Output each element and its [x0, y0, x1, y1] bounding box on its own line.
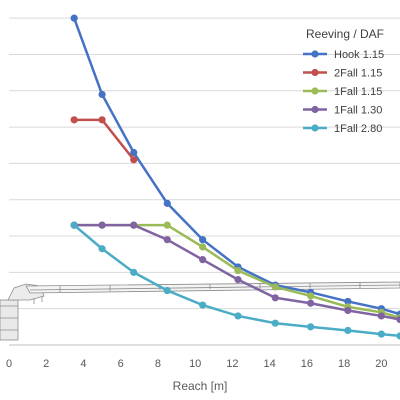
legend-item: Hook 1.15 [303, 49, 384, 61]
data-point [98, 245, 106, 253]
legend-label: 1Fall 1.15 [334, 86, 382, 98]
data-point [234, 276, 242, 284]
legend-label: Hook 1.15 [334, 49, 384, 61]
legend-item: 1Fall 2.80 [303, 123, 382, 135]
data-point [130, 156, 138, 164]
data-point [307, 299, 315, 307]
data-point [377, 312, 385, 320]
x-tick-label: 16 [301, 358, 313, 370]
x-tick-label: 4 [80, 358, 86, 370]
data-point [163, 221, 171, 229]
series [70, 116, 138, 164]
legend-item: 1Fall 1.15 [303, 86, 382, 98]
data-point [70, 221, 78, 229]
data-point [377, 330, 385, 338]
legend-marker [311, 87, 319, 95]
data-point [396, 332, 400, 340]
data-point [199, 256, 207, 264]
x-axis-title: Reach [m] [173, 379, 228, 393]
data-point [307, 292, 315, 300]
legend-item: 1Fall 1.30 [303, 105, 382, 117]
legend-item: 2Fall 1.15 [303, 68, 382, 80]
legend-label: 2Fall 1.15 [334, 68, 382, 80]
legend-label: 1Fall 2.80 [334, 123, 382, 135]
legend-marker [311, 105, 319, 114]
x-tick-label: 10 [189, 358, 201, 370]
data-point [130, 268, 138, 276]
series-group [70, 14, 400, 340]
data-point [199, 301, 207, 309]
data-point [163, 286, 171, 295]
legend-label: 1Fall 1.30 [334, 105, 382, 117]
data-point [98, 90, 106, 99]
data-point [344, 306, 352, 315]
data-point [163, 236, 171, 244]
series [70, 221, 400, 340]
x-tick-label: 8 [155, 358, 161, 370]
data-point [271, 294, 279, 302]
data-point [130, 148, 138, 157]
data-point [163, 199, 171, 207]
data-point [234, 266, 242, 275]
data-point [234, 312, 242, 320]
series-line [74, 118, 135, 161]
data-point [130, 221, 138, 229]
data-point [98, 116, 106, 124]
x-tick-label: 20 [375, 358, 387, 370]
data-point [98, 221, 106, 229]
x-tick-label: 6 [118, 358, 124, 370]
x-tick-labels: 0 2 4 6 8 10 12 14 16 18 20 [6, 358, 388, 370]
data-point [307, 323, 315, 331]
legend: Reeving / DAF Hook 1.15 2Fall 1.15 1Fall 1… [303, 27, 384, 135]
data-point [199, 243, 207, 251]
data-point [70, 14, 78, 22]
x-tick-label: 0 [6, 358, 12, 370]
data-point [344, 297, 352, 306]
legend-marker [311, 68, 319, 77]
data-point [271, 319, 279, 327]
x-tick-label: 14 [264, 358, 276, 370]
x-tick-label: 12 [226, 358, 238, 370]
data-point [70, 116, 78, 124]
data-point [344, 326, 352, 335]
x-tick-label: 18 [338, 358, 350, 370]
legend-marker [311, 124, 319, 132]
gridlines [9, 17, 400, 310]
legend-marker [311, 50, 319, 58]
data-point [396, 315, 400, 324]
crane-illustration [0, 281, 400, 341]
x-tick-label: 2 [43, 358, 49, 370]
data-point [199, 236, 207, 244]
legend-title: Reeving / DAF [306, 27, 384, 41]
data-point [271, 283, 279, 291]
